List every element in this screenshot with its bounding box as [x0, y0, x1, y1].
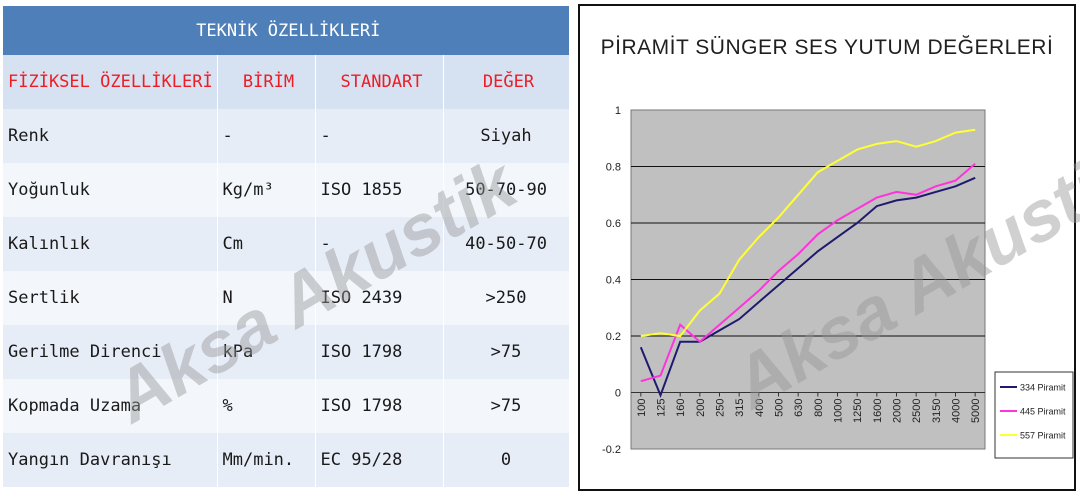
- row-value: >250: [443, 271, 570, 325]
- row-value: 0: [443, 433, 570, 487]
- table-row: Gerilme Direnci kPa ISO 1798 >75: [3, 325, 570, 379]
- x-tick-label: 4000: [951, 399, 963, 423]
- table-row: Yangın Davranışı Mm/min. EC 95/28 0: [3, 433, 570, 487]
- header-value: DEĞER: [443, 55, 570, 109]
- row-value: 50-70-90: [443, 163, 570, 217]
- table-header-row: FİZİKSEL ÖZELLİKLERİ BİRİM STANDART DEĞE…: [3, 55, 570, 109]
- row-property: Kopmada Uzama: [3, 379, 218, 433]
- row-standard: -: [315, 217, 444, 271]
- row-value: Siyah: [443, 109, 570, 163]
- row-property: Yoğunluk: [3, 163, 218, 217]
- technical-specs-panel: TEKNİK ÖZELLİKLERİ FİZİKSEL ÖZELLİKLERİ …: [3, 6, 570, 487]
- x-tick-label: 250: [715, 399, 727, 417]
- x-tick-label: 160: [675, 399, 687, 417]
- table-row: Kopmada Uzama % ISO 1798 >75: [3, 379, 570, 433]
- row-property: Gerilme Direnci: [3, 325, 218, 379]
- row-standard: ISO 1798: [315, 325, 444, 379]
- table-row: Kalınlık Cm - 40-50-70: [3, 217, 570, 271]
- x-tick-label: 1000: [833, 399, 845, 423]
- row-standard: EC 95/28: [315, 433, 444, 487]
- absorption-chart: 1 0.8 0.6 0.4 0.2 0 -0.2 100 125 160 200 250 315 400 5…: [602, 105, 1074, 459]
- row-unit: Mm/min.: [217, 433, 316, 487]
- y-tick-label: 0.6: [606, 218, 621, 230]
- row-standard: ISO 2439: [315, 271, 444, 325]
- x-tick-label: 100: [636, 399, 648, 417]
- y-tick-label: 0.8: [606, 162, 621, 174]
- row-unit: Cm: [217, 217, 316, 271]
- row-unit: %: [217, 379, 316, 433]
- series-line-445-piramit: [640, 162, 976, 383]
- x-tick-label: 400: [754, 399, 766, 417]
- y-tick-label: 0.2: [606, 331, 621, 343]
- technical-specs-table: TEKNİK ÖZELLİKLERİ FİZİKSEL ÖZELLİKLERİ …: [3, 6, 570, 487]
- x-tick-label: 200: [695, 399, 707, 417]
- row-value: >75: [443, 325, 570, 379]
- row-unit: -: [217, 109, 316, 163]
- header-unit: BİRİM: [217, 55, 316, 109]
- row-property: Renk: [3, 109, 218, 163]
- x-tick-label: 5000: [970, 399, 982, 423]
- x-tick-label: 800: [813, 399, 825, 417]
- series-line-557-piramit: [640, 128, 976, 338]
- table-title: TEKNİK ÖZELLİKLERİ: [3, 6, 570, 55]
- chart-title: PİRAMİT SÜNGER SES YUTUM DEĞERLERİ: [600, 36, 1054, 59]
- table-row: Sertlik N ISO 2439 >250: [3, 271, 570, 325]
- legend-label: 445 Piramit: [1020, 407, 1066, 417]
- y-tick-label: -0.2: [602, 444, 621, 456]
- x-tick-label: 1250: [852, 399, 864, 423]
- table-row: Renk - - Siyah: [3, 109, 570, 163]
- header-standard: STANDART: [315, 55, 444, 109]
- legend-label: 334 Piramit: [1020, 383, 1066, 393]
- series-line-334-piramit: [639, 176, 976, 399]
- y-tick-label: 0.4: [606, 275, 621, 287]
- x-tick-label: 2000: [892, 399, 904, 423]
- legend-label: 557 Piramit: [1020, 431, 1066, 441]
- row-standard: ISO 1855: [315, 163, 444, 217]
- row-standard: -: [315, 109, 444, 163]
- x-tick-label: 500: [774, 399, 786, 417]
- x-tick-label: 630: [793, 399, 805, 417]
- row-value: 40-50-70: [443, 217, 570, 271]
- y-tick-label: 1: [615, 105, 621, 117]
- x-tick-label: 3150: [931, 399, 943, 423]
- row-value: >75: [443, 379, 570, 433]
- x-tick-label: 1600: [872, 399, 884, 423]
- x-tick-label: 315: [734, 399, 746, 417]
- chart-panel: PİRAMİT SÜNGER SES YUTUM DEĞERLERİ 1 0.8 0…: [578, 4, 1080, 491]
- row-property: Kalınlık: [3, 217, 218, 271]
- x-tick-label: 2500: [911, 399, 923, 423]
- row-unit: Kg/m³: [217, 163, 316, 217]
- table-title-row: TEKNİK ÖZELLİKLERİ: [3, 6, 570, 55]
- y-tick-label: 0: [615, 388, 621, 400]
- table-row: Yoğunluk Kg/m³ ISO 1855 50-70-90: [3, 163, 570, 217]
- header-physical-properties: FİZİKSEL ÖZELLİKLERİ: [3, 55, 218, 109]
- x-tick-label: 125: [656, 399, 668, 417]
- row-unit: kPa: [217, 325, 316, 379]
- row-property: Sertlik: [3, 271, 218, 325]
- row-standard: ISO 1798: [315, 379, 444, 433]
- row-unit: N: [217, 271, 316, 325]
- row-property: Yangın Davranışı: [3, 433, 218, 487]
